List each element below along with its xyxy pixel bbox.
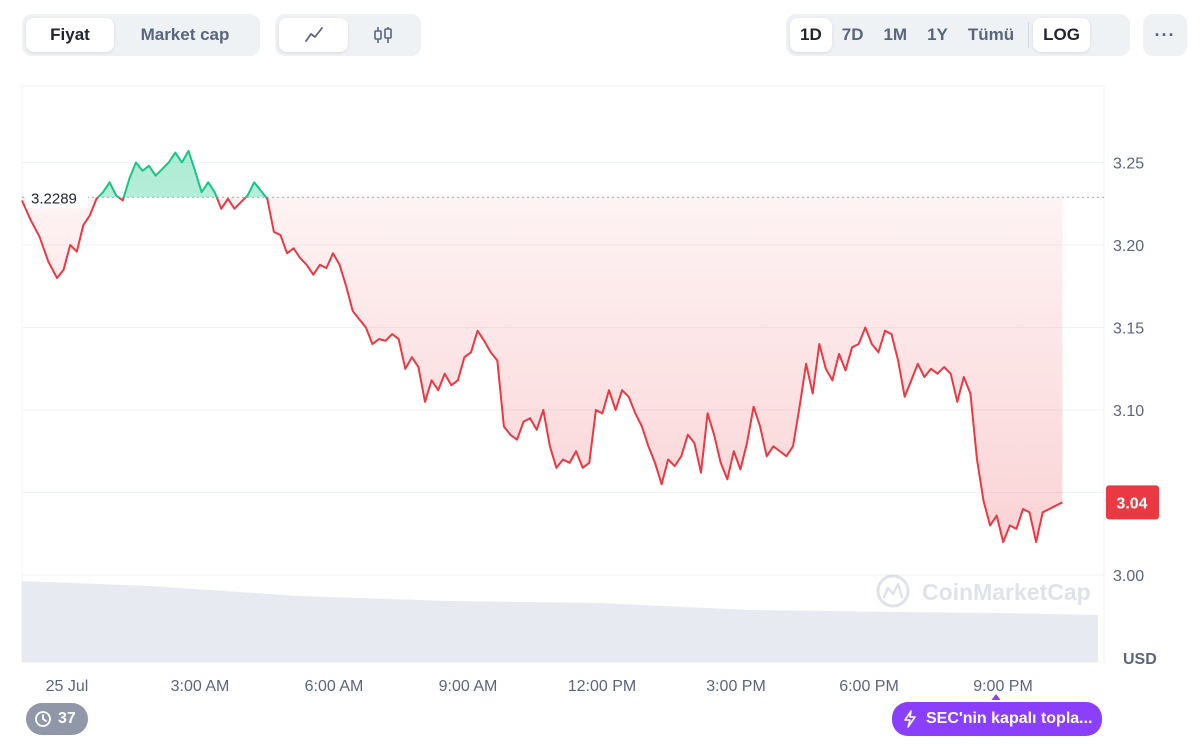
x-tick-label: 6:00 PM — [839, 678, 899, 695]
price-line-above — [96, 149, 268, 198]
more-menu: ··· — [1143, 14, 1187, 56]
news-marker-pointer — [991, 694, 1001, 700]
price-area-fill — [22, 150, 1104, 542]
metric-toggle: Fiyat Market cap — [22, 14, 260, 56]
price-chart[interactable]: CoinMarketCap 3.00 3.10 3.15 3.20 3.25 USD 25 … — [0, 0, 1200, 700]
x-tick-label: 9:00 AM — [439, 678, 498, 695]
price-line — [21, 149, 1063, 543]
current-price-badge — [1106, 485, 1159, 520]
volume-area — [22, 581, 1098, 662]
history-clock-icon — [35, 711, 51, 727]
y-tick-label: 3.20 — [1113, 238, 1144, 255]
time-range-toggle: 1D 7D 1M 1Y Tümü LOG — [786, 14, 1130, 56]
range-divider — [1028, 22, 1030, 48]
y-tick-label: 3.25 — [1113, 156, 1144, 173]
reference-price-label: 3.2289 — [31, 190, 77, 207]
history-button[interactable]: 37 — [26, 703, 88, 735]
volume-shape — [22, 581, 1098, 662]
x-tick-label: 9:00 PM — [973, 678, 1033, 695]
lightning-icon — [904, 710, 916, 728]
axes: 3.00 3.10 3.15 3.20 3.25 USD 25 Jul 3:00 AM 6:00… — [46, 156, 1157, 696]
reference-price-label-bg — [26, 186, 88, 209]
range-all-button[interactable]: Tümü — [967, 25, 1015, 44]
range-7d-button[interactable]: 7D — [841, 25, 864, 44]
tab-market-cap[interactable]: Market cap — [140, 25, 230, 44]
current-price-label: 3.04 — [1116, 495, 1147, 512]
price-area-below-fill — [22, 197, 1063, 542]
price-labels: 3.2289 3.04 — [26, 186, 1159, 700]
more-options-button[interactable]: ··· — [1154, 24, 1176, 45]
coinmarketcap-watermark: CoinMarketCap — [876, 574, 1091, 608]
candlestick-icon — [373, 27, 392, 43]
log-scale-button[interactable]: LOG — [1033, 18, 1091, 52]
news-event-badge[interactable]: SEC'nin kapalı topla... — [892, 702, 1102, 736]
range-1d-button[interactable]: 1D — [790, 18, 832, 52]
history-count: 37 — [58, 710, 76, 727]
chart-type-toggle — [275, 14, 421, 56]
tab-price[interactable]: Fiyat — [26, 18, 114, 52]
y-axis-unit-label: USD — [1123, 651, 1157, 668]
line-chart-icon — [304, 27, 323, 42]
news-event-label: SEC'nin kapalı topla... — [926, 710, 1093, 727]
price-line-below — [21, 197, 1063, 543]
y-tick-label: 3.10 — [1113, 403, 1144, 420]
range-1m-button[interactable]: 1M — [883, 25, 908, 44]
x-tick-label: 3:00 PM — [706, 678, 766, 695]
x-tick-label: 3:00 AM — [171, 678, 230, 695]
y-tick-label: 3.00 — [1113, 568, 1144, 585]
x-tick-label: 6:00 AM — [305, 678, 364, 695]
candlestick-button[interactable] — [348, 18, 417, 52]
line-chart-button[interactable] — [279, 18, 348, 52]
range-1y-button[interactable]: 1Y — [927, 25, 948, 44]
x-tick-label: 12:00 PM — [568, 678, 636, 695]
svg-text:CoinMarketCap: CoinMarketCap — [922, 579, 1091, 605]
y-tick-label: 3.15 — [1113, 321, 1144, 338]
x-tick-label: 25 Jul — [46, 678, 89, 695]
